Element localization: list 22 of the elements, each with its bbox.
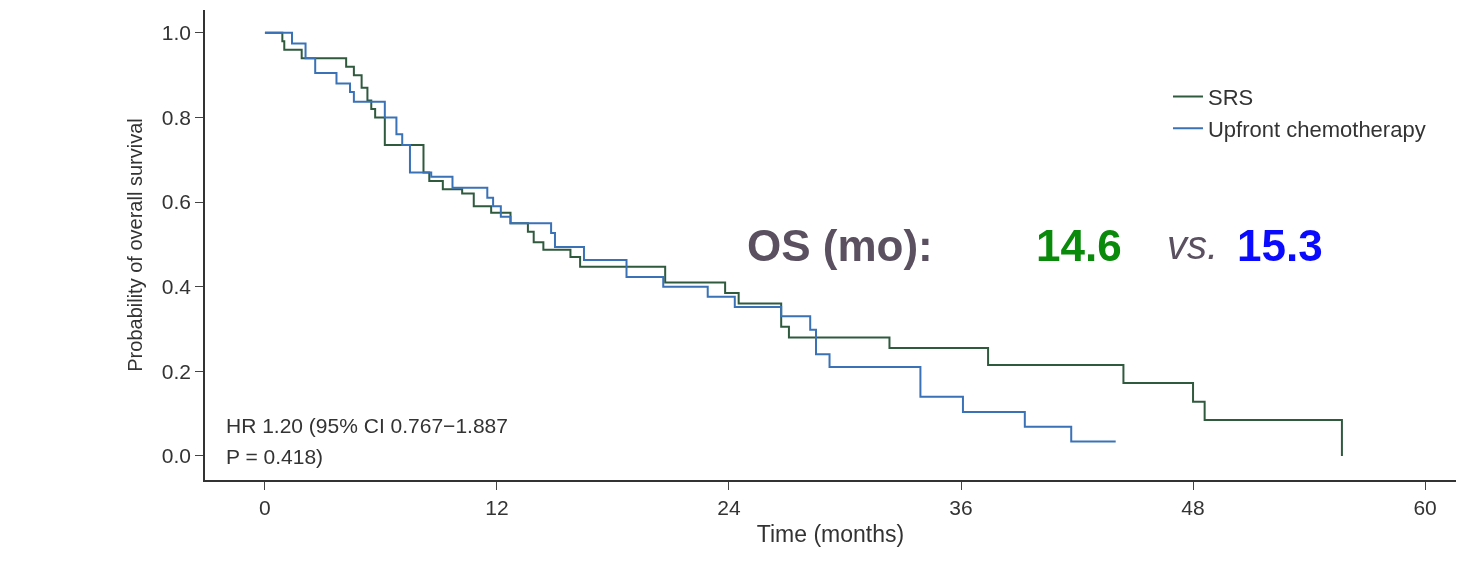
x-axis-title: Time (months) xyxy=(756,521,905,548)
annotation: OS (mo): xyxy=(747,221,933,270)
annotation: HR 1.20 (95% CI 0.767−1.887 xyxy=(226,414,508,437)
y-tick-label: 0.6 xyxy=(161,190,192,214)
y-tick-label: 0.4 xyxy=(161,275,192,299)
x-tick-label: 12 xyxy=(485,495,509,519)
x-tick-label: 48 xyxy=(1181,495,1205,519)
y-tick-label: 0.2 xyxy=(161,359,192,383)
x-tick-label: 0 xyxy=(259,495,271,519)
legend-label: Upfront chemotherapy xyxy=(1207,116,1426,142)
x-tick-label: 60 xyxy=(1413,495,1437,519)
legend-label: SRS xyxy=(1207,85,1254,111)
annotation: 15.3 xyxy=(1237,221,1323,270)
x-tick-label: 36 xyxy=(949,495,973,519)
annotation: vs. xyxy=(1167,223,1219,267)
x-tick-label: 24 xyxy=(717,495,741,519)
y-tick-label: 0.0 xyxy=(161,444,192,468)
annotation: P = 0.418) xyxy=(226,445,324,468)
y-tick-label: 0.8 xyxy=(161,105,192,129)
y-axis-title: Probability of overall survival xyxy=(123,118,146,372)
annotation: 14.6 xyxy=(1036,221,1122,270)
y-tick-label: 1.0 xyxy=(161,21,192,45)
